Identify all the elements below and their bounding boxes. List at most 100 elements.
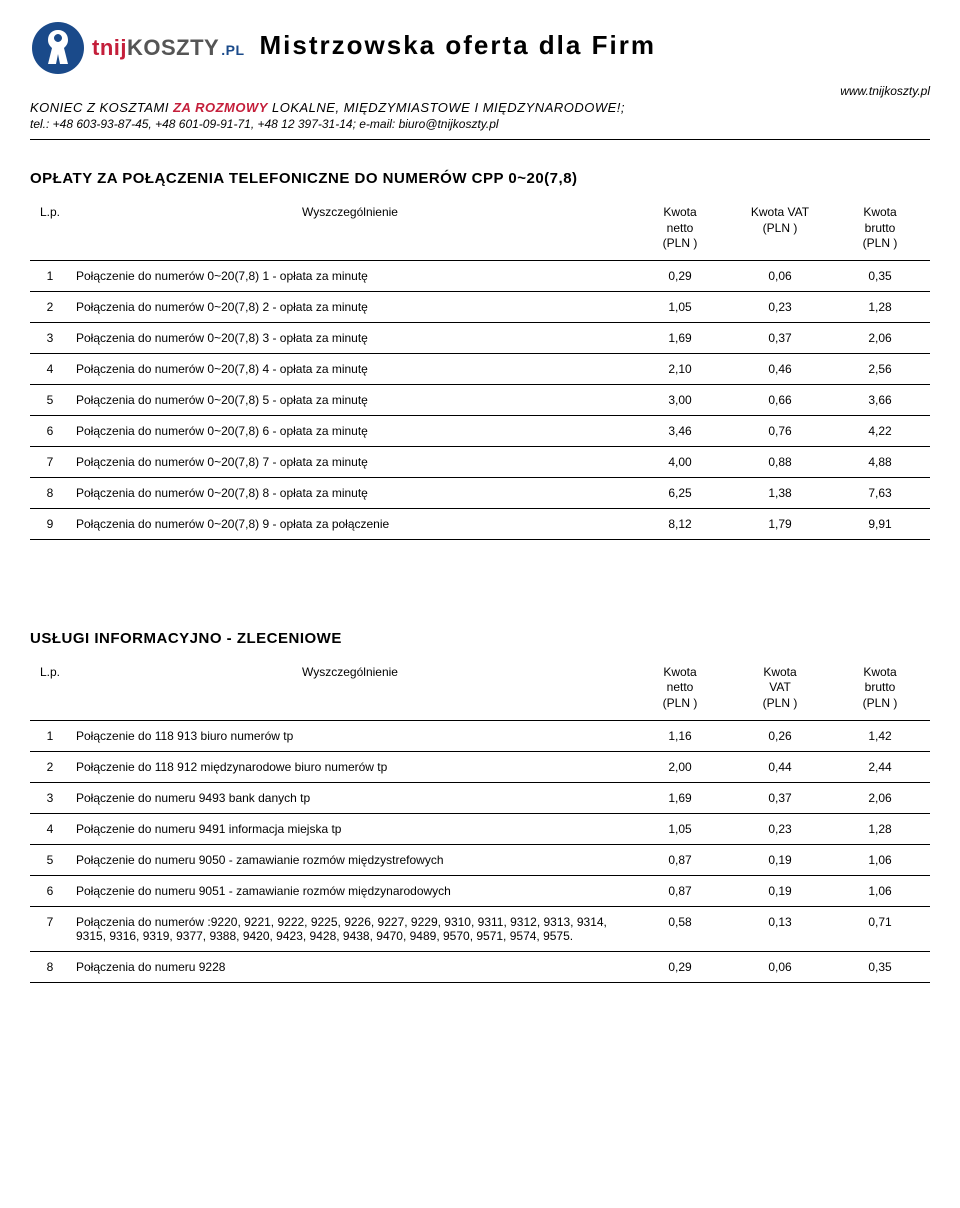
- cell-desc: Połączenie do numeru 9493 bank danych tp: [70, 782, 630, 813]
- cell-desc: Połączenie do numeru 9491 informacja mie…: [70, 813, 630, 844]
- cell-netto: 1,69: [630, 322, 730, 353]
- col-netto: Kwotanetto(PLN ): [630, 657, 730, 720]
- table-row: 8Połączenia do numerów 0~20(7,8) 8 - opł…: [30, 477, 930, 508]
- col-lp: L.p.: [30, 657, 70, 720]
- cell-lp: 2: [30, 291, 70, 322]
- table2-title: USŁUGI INFORMACYJNO - ZLECENIOWE: [30, 630, 930, 647]
- cell-vat: 0,06: [730, 260, 830, 291]
- cell-lp: 8: [30, 477, 70, 508]
- table-row: 6Połączenie do numeru 9051 - zamawianie …: [30, 875, 930, 906]
- logo-icon: [30, 20, 86, 76]
- cell-brutto: 1,28: [830, 291, 930, 322]
- cell-netto: 1,05: [630, 813, 730, 844]
- cell-lp: 3: [30, 322, 70, 353]
- cell-brutto: 4,88: [830, 446, 930, 477]
- cell-netto: 4,00: [630, 446, 730, 477]
- contact-line: tel.: +48 603-93-87-45, +48 601-09-91-71…: [30, 117, 930, 131]
- cell-netto: 3,46: [630, 415, 730, 446]
- cell-vat: 0,19: [730, 844, 830, 875]
- cell-netto: 8,12: [630, 508, 730, 539]
- table-row: 6Połączenia do numerów 0~20(7,8) 6 - opł…: [30, 415, 930, 446]
- table-row: 5Połączenie do numeru 9050 - zamawianie …: [30, 844, 930, 875]
- cell-brutto: 0,71: [830, 906, 930, 951]
- cell-vat: 1,79: [730, 508, 830, 539]
- table-uslugi: L.p. Wyszczególnienie Kwotanetto(PLN ) K…: [30, 657, 930, 983]
- table-row: 3Połączenie do numeru 9493 bank danych t…: [30, 782, 930, 813]
- cell-vat: 0,37: [730, 322, 830, 353]
- cell-brutto: 3,66: [830, 384, 930, 415]
- cell-netto: 1,69: [630, 782, 730, 813]
- cell-vat: 0,88: [730, 446, 830, 477]
- cell-brutto: 1,06: [830, 875, 930, 906]
- subtitle-line: KONIEC Z KOSZTAMI ZA ROZMOWY LOKALNE, MI…: [30, 100, 930, 115]
- cell-desc: Połączenie do numerów 0~20(7,8) 1 - opła…: [70, 260, 630, 291]
- col-desc: Wyszczególnienie: [70, 657, 630, 720]
- table-row: 7Połączenia do numerów 0~20(7,8) 7 - opł…: [30, 446, 930, 477]
- cell-lp: 4: [30, 813, 70, 844]
- cell-vat: 0,23: [730, 813, 830, 844]
- cell-vat: 0,26: [730, 720, 830, 751]
- cell-brutto: 2,06: [830, 322, 930, 353]
- site-url: www.tnijkoszty.pl: [30, 84, 930, 98]
- cell-vat: 0,44: [730, 751, 830, 782]
- col-vat: Kwota VAT(PLN ): [730, 197, 830, 260]
- cell-brutto: 2,44: [830, 751, 930, 782]
- cell-netto: 0,87: [630, 844, 730, 875]
- cell-netto: 3,00: [630, 384, 730, 415]
- cell-desc: Połączenia do numerów 0~20(7,8) 9 - opła…: [70, 508, 630, 539]
- cell-vat: 1,38: [730, 477, 830, 508]
- table-row: 3Połączenia do numerów 0~20(7,8) 3 - opł…: [30, 322, 930, 353]
- cell-desc: Połączenie do 118 913 biuro numerów tp: [70, 720, 630, 751]
- table-row: 1Połączenie do numerów 0~20(7,8) 1 - opł…: [30, 260, 930, 291]
- col-desc: Wyszczególnienie: [70, 197, 630, 260]
- table1-title: OPŁATY ZA POŁĄCZENIA TELEFONICZNE DO NUM…: [30, 170, 930, 187]
- cell-lp: 8: [30, 951, 70, 982]
- cell-netto: 1,05: [630, 291, 730, 322]
- header-row: tnijKOSZTY.PL Mistrzowska oferta dla Fir…: [30, 20, 930, 76]
- cell-desc: Połączenia do numerów :9220, 9221, 9222,…: [70, 906, 630, 951]
- cell-desc: Połączenie do 118 912 międzynarodowe biu…: [70, 751, 630, 782]
- cell-brutto: 0,35: [830, 260, 930, 291]
- cell-brutto: 1,06: [830, 844, 930, 875]
- table-row: 7Połączenia do numerów :9220, 9221, 9222…: [30, 906, 930, 951]
- cell-brutto: 1,28: [830, 813, 930, 844]
- col-vat: KwotaVAT(PLN ): [730, 657, 830, 720]
- cell-desc: Połączenia do numerów 0~20(7,8) 2 - opła…: [70, 291, 630, 322]
- cell-vat: 0,13: [730, 906, 830, 951]
- col-brutto: Kwotabrutto(PLN ): [830, 197, 930, 260]
- cell-desc: Połączenia do numerów 0~20(7,8) 3 - opła…: [70, 322, 630, 353]
- cell-vat: 0,23: [730, 291, 830, 322]
- subtitle-prefix: KONIEC Z KOSZTAMI: [30, 100, 173, 115]
- cell-netto: 6,25: [630, 477, 730, 508]
- cell-desc: Połączenia do numerów 0~20(7,8) 5 - opła…: [70, 384, 630, 415]
- cell-netto: 1,16: [630, 720, 730, 751]
- col-netto: Kwotanetto(PLN ): [630, 197, 730, 260]
- cell-vat: 0,37: [730, 782, 830, 813]
- cell-desc: Połączenia do numerów 0~20(7,8) 4 - opła…: [70, 353, 630, 384]
- brand-koszty: KOSZTY: [127, 35, 219, 60]
- cell-brutto: 9,91: [830, 508, 930, 539]
- cell-lp: 1: [30, 720, 70, 751]
- cell-vat: 0,06: [730, 951, 830, 982]
- brand-text: tnijKOSZTY.PL: [92, 37, 245, 59]
- table-row: 8Połączenia do numeru 92280,290,060,35: [30, 951, 930, 982]
- cell-lp: 5: [30, 384, 70, 415]
- cell-netto: 0,29: [630, 260, 730, 291]
- table-cpp: L.p. Wyszczególnienie Kwotanetto(PLN ) K…: [30, 197, 930, 540]
- cell-lp: 6: [30, 875, 70, 906]
- cell-lp: 6: [30, 415, 70, 446]
- brand-tnij: tnij: [92, 35, 127, 60]
- header-divider: [30, 139, 930, 140]
- cell-netto: 0,87: [630, 875, 730, 906]
- subtitle-red: ZA ROZMOWY: [173, 100, 268, 115]
- cell-desc: Połączenie do numeru 9050 - zamawianie r…: [70, 844, 630, 875]
- cell-netto: 0,58: [630, 906, 730, 951]
- cell-lp: 4: [30, 353, 70, 384]
- cell-desc: Połączenie do numeru 9051 - zamawianie r…: [70, 875, 630, 906]
- cell-lp: 3: [30, 782, 70, 813]
- cell-brutto: 4,22: [830, 415, 930, 446]
- logo: tnijKOSZTY.PL: [30, 20, 245, 76]
- cell-vat: 0,76: [730, 415, 830, 446]
- table-row: 4Połączenia do numerów 0~20(7,8) 4 - opł…: [30, 353, 930, 384]
- cell-lp: 5: [30, 844, 70, 875]
